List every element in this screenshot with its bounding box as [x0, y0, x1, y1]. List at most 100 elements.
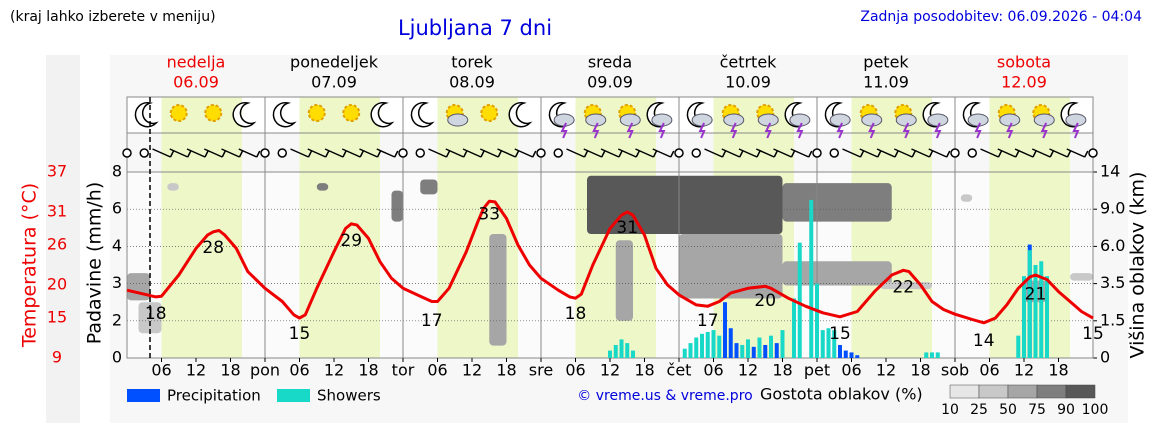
wind-calm	[950, 148, 960, 158]
wind-barb	[324, 148, 347, 158]
temp-extreme-label: 29	[340, 231, 362, 251]
temp-tick-label: 31	[47, 201, 67, 220]
wind-barb	[376, 148, 399, 158]
temp-axis-label: Temperatura (°C)	[19, 183, 41, 348]
temp-extreme-label: 18	[565, 304, 587, 324]
density-swatch	[949, 384, 980, 399]
temp-extreme-label: 33	[478, 205, 500, 225]
cloud-tick-label: 6.0	[1100, 236, 1125, 255]
temp-extreme-label: 14	[973, 331, 995, 351]
precip-tick-label: 3	[112, 273, 122, 292]
precip-bar	[1016, 335, 1021, 358]
precip-bar	[820, 330, 825, 358]
wind-calm	[1088, 148, 1098, 158]
temp-extreme-label: 17	[697, 311, 719, 331]
lightning-icon	[902, 122, 910, 139]
wind-calm	[674, 148, 684, 158]
cloud-cell	[316, 183, 329, 191]
day-date: 07.09	[311, 73, 357, 92]
lightning-icon	[560, 122, 568, 139]
day-name: torek	[451, 53, 493, 72]
x-tick-label: 18	[910, 361, 930, 380]
day-date: 08.09	[449, 73, 495, 92]
lightning-icon	[1040, 122, 1048, 139]
cloud-icon	[553, 113, 575, 127]
moon-icon	[410, 101, 435, 128]
x-tick-label: pon	[250, 361, 280, 380]
wind-barb	[566, 148, 589, 158]
precip-tick-label: 8	[112, 162, 122, 181]
density-swatch	[1065, 384, 1096, 399]
cloud-cell	[1070, 273, 1093, 281]
precip-tick-label: 2	[112, 310, 122, 329]
cloud-tick-label: 9.0	[1100, 199, 1125, 218]
precip-bar	[855, 355, 860, 358]
x-tick-label: 06	[979, 361, 999, 380]
wind-barb	[842, 148, 865, 158]
day-name: petek	[863, 53, 909, 72]
precip-bar	[1033, 265, 1038, 358]
x-tick-label: 06	[427, 361, 447, 380]
density-tick-label: 10	[941, 402, 959, 418]
precip-bar	[728, 328, 733, 358]
wind-barb	[617, 148, 640, 158]
density-tick-label: 100	[1082, 402, 1109, 418]
precip-bar	[832, 330, 837, 358]
temp-extreme-label: 18	[145, 304, 167, 324]
lightning-icon	[730, 122, 738, 139]
precip-tick-label: 6	[112, 199, 122, 218]
temp-extreme-label: 15	[829, 324, 851, 344]
chart-title: Ljubljana 7 dni	[398, 16, 552, 40]
density-swatch	[1036, 384, 1067, 399]
x-tick-label: 18	[496, 361, 516, 380]
moon-icon	[370, 101, 395, 128]
lightning-icon	[626, 122, 634, 139]
precip-bar	[694, 337, 699, 358]
wind-barb	[980, 148, 1003, 158]
x-tick-label: 06	[289, 361, 309, 380]
precip-bar	[780, 330, 785, 358]
precip-bar	[717, 335, 722, 358]
day-date: 09.09	[587, 73, 633, 92]
precip-bar	[757, 337, 762, 358]
cloud-icon	[999, 113, 1021, 127]
temp-extreme-label: 31	[616, 218, 638, 238]
daylight-band	[851, 97, 932, 358]
cloud-icon	[789, 113, 811, 127]
cloud-icon	[967, 113, 989, 127]
cloud-tick-label: 14	[1100, 162, 1120, 181]
moon-icon	[134, 101, 159, 128]
density-tick-label: 75	[1028, 402, 1046, 418]
cloud-cell	[167, 183, 179, 191]
lightning-icon	[592, 122, 600, 139]
precip-bar	[774, 343, 779, 358]
wind-barb	[600, 148, 623, 158]
lightning-icon	[836, 122, 844, 139]
precip-bar	[1022, 276, 1026, 358]
x-tick-label: 06	[841, 361, 861, 380]
precip-bar	[688, 343, 693, 358]
temperature-line	[126, 199, 1094, 325]
cloud-axis-label: Višina oblakov (km)	[1127, 172, 1149, 359]
lightning-icon	[1072, 122, 1080, 139]
copyright: © vreme.us & vreme.pro	[577, 388, 752, 404]
temp-tick-label: 26	[47, 235, 67, 254]
precip-bar	[769, 335, 773, 358]
wind-barb	[1014, 148, 1037, 158]
wind-barb	[152, 148, 175, 158]
wind-barb	[497, 148, 520, 158]
cloud-cell	[391, 190, 403, 222]
wind-barb	[290, 148, 313, 158]
precip-bar	[619, 339, 624, 358]
cloud-icon	[651, 113, 673, 127]
cloud-icon	[447, 113, 469, 127]
wind-barb	[911, 148, 934, 158]
wind-barb	[893, 148, 916, 158]
density-tick-label: 90	[1057, 402, 1075, 418]
wind-barb	[428, 148, 451, 158]
x-tick-label: 12	[324, 361, 344, 380]
x-tick-label: sob	[941, 361, 969, 380]
density-legend-title: Gostota oblakov (%)	[760, 385, 923, 404]
moon-icon	[232, 101, 257, 128]
lightning-icon	[698, 122, 706, 139]
